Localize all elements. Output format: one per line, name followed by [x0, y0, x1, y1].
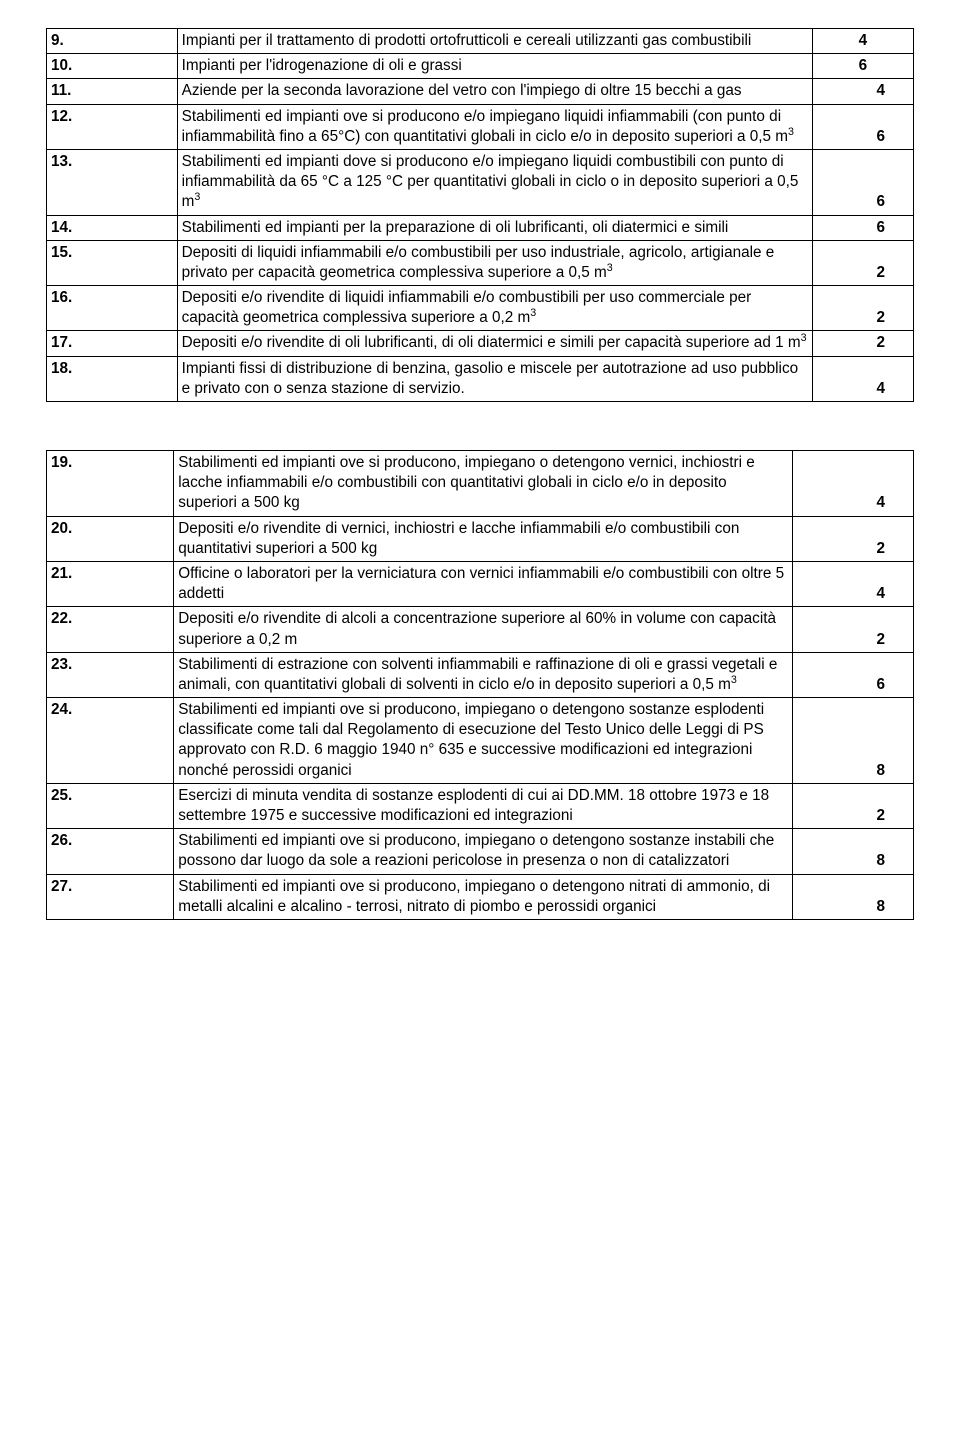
- table-row: 11.Aziende per la seconda lavorazione de…: [47, 79, 914, 104]
- row-number: 19.: [47, 451, 174, 517]
- row-description: Stabilimenti ed impianti ove si producon…: [174, 829, 793, 874]
- table-row: 16.Depositi e/o rivendite di liquidi inf…: [47, 286, 914, 331]
- row-number: 23.: [47, 652, 174, 697]
- table-row: 26.Stabilimenti ed impianti ove si produ…: [47, 829, 914, 874]
- row-value: 6: [812, 104, 913, 149]
- table-row: 22.Depositi e/o rivendite di alcoli a co…: [47, 607, 914, 652]
- row-description: Depositi e/o rivendite di oli lubrifican…: [177, 331, 812, 356]
- row-value: 8: [792, 698, 913, 784]
- table-row: 9.Impianti per il trattamento di prodott…: [47, 29, 914, 54]
- row-description: Depositi di liquidi infiammabili e/o com…: [177, 240, 812, 285]
- row-value: 6: [812, 215, 913, 240]
- row-number: 25.: [47, 783, 174, 828]
- row-value: 6: [812, 54, 913, 79]
- row-value: 2: [792, 783, 913, 828]
- row-value: 6: [812, 149, 913, 215]
- row-number: 22.: [47, 607, 174, 652]
- row-number: 15.: [47, 240, 178, 285]
- row-value: 4: [812, 356, 913, 401]
- row-number: 18.: [47, 356, 178, 401]
- row-value: 4: [812, 79, 913, 104]
- table-row: 13.Stabilimenti ed impianti dove si prod…: [47, 149, 914, 215]
- row-value: 2: [812, 240, 913, 285]
- data-table-2: 19.Stabilimenti ed impianti ove si produ…: [46, 450, 914, 920]
- row-description: Depositi e/o rivendite di liquidi infiam…: [177, 286, 812, 331]
- row-description: Stabilimenti ed impianti dove si produco…: [177, 149, 812, 215]
- table-gap: [46, 402, 914, 450]
- row-value: 2: [812, 286, 913, 331]
- row-description: Depositi e/o rivendite di alcoli a conce…: [174, 607, 793, 652]
- table-row: 15.Depositi di liquidi infiammabili e/o …: [47, 240, 914, 285]
- row-number: 24.: [47, 698, 174, 784]
- row-description: Impianti per l'idrogenazione di oli e gr…: [177, 54, 812, 79]
- row-description: Stabilimenti ed impianti ove si producon…: [174, 698, 793, 784]
- row-description: Depositi e/o rivendite di vernici, inchi…: [174, 516, 793, 561]
- table-row: 10.Impianti per l'idrogenazione di oli e…: [47, 54, 914, 79]
- row-number: 27.: [47, 874, 174, 919]
- row-number: 9.: [47, 29, 178, 54]
- row-value: 8: [792, 874, 913, 919]
- table-row: 12.Stabilimenti ed impianti ove si produ…: [47, 104, 914, 149]
- row-description: Aziende per la seconda lavorazione del v…: [177, 79, 812, 104]
- table-row: 17.Depositi e/o rivendite di oli lubrifi…: [47, 331, 914, 356]
- row-number: 20.: [47, 516, 174, 561]
- row-description: Stabilimenti di estrazione con solventi …: [174, 652, 793, 697]
- row-number: 11.: [47, 79, 178, 104]
- row-number: 12.: [47, 104, 178, 149]
- row-value: 8: [792, 829, 913, 874]
- row-description: Stabilimenti ed impianti ove si producon…: [174, 874, 793, 919]
- row-number: 14.: [47, 215, 178, 240]
- row-number: 26.: [47, 829, 174, 874]
- data-table-1: 9.Impianti per il trattamento di prodott…: [46, 28, 914, 402]
- row-number: 17.: [47, 331, 178, 356]
- row-description: Impianti fissi di distribuzione di benzi…: [177, 356, 812, 401]
- row-value: 4: [812, 29, 913, 54]
- table-row: 24.Stabilimenti ed impianti ove si produ…: [47, 698, 914, 784]
- row-number: 10.: [47, 54, 178, 79]
- row-description: Officine o laboratori per la verniciatur…: [174, 561, 793, 606]
- table-row: 23.Stabilimenti di estrazione con solven…: [47, 652, 914, 697]
- table-row: 25.Esercizi di minuta vendita di sostanz…: [47, 783, 914, 828]
- row-number: 13.: [47, 149, 178, 215]
- row-value: 4: [792, 451, 913, 517]
- row-description: Esercizi di minuta vendita di sostanze e…: [174, 783, 793, 828]
- row-number: 16.: [47, 286, 178, 331]
- row-description: Stabilimenti ed impianti per la preparaz…: [177, 215, 812, 240]
- row-value: 6: [792, 652, 913, 697]
- row-description: Stabilimenti ed impianti ove si producon…: [177, 104, 812, 149]
- row-description: Impianti per il trattamento di prodotti …: [177, 29, 812, 54]
- row-value: 2: [812, 331, 913, 356]
- table-row: 14.Stabilimenti ed impianti per la prepa…: [47, 215, 914, 240]
- table-row: 20.Depositi e/o rivendite di vernici, in…: [47, 516, 914, 561]
- row-value: 4: [792, 561, 913, 606]
- table-row: 21.Officine o laboratori per la vernicia…: [47, 561, 914, 606]
- table-row: 27.Stabilimenti ed impianti ove si produ…: [47, 874, 914, 919]
- document-body: 9.Impianti per il trattamento di prodott…: [46, 28, 914, 920]
- row-value: 2: [792, 516, 913, 561]
- row-number: 21.: [47, 561, 174, 606]
- row-description: Stabilimenti ed impianti ove si producon…: [174, 451, 793, 517]
- table-row: 18.Impianti fissi di distribuzione di be…: [47, 356, 914, 401]
- row-value: 2: [792, 607, 913, 652]
- table-row: 19.Stabilimenti ed impianti ove si produ…: [47, 451, 914, 517]
